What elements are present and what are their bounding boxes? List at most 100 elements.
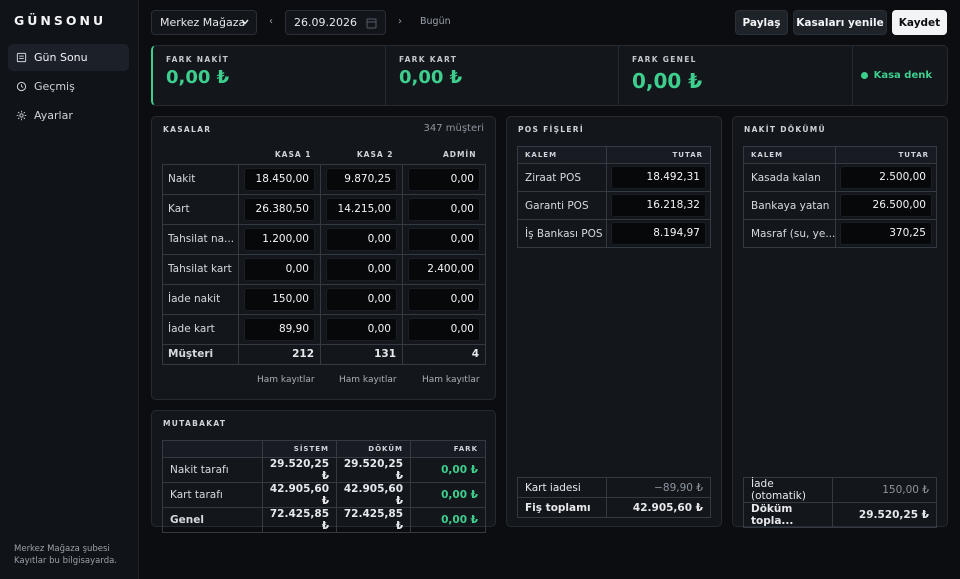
register-row: Kart 26.380,50 14.215,00 0,00: [162, 193, 486, 225]
cash-refund-value: 150,00 ₺: [832, 477, 937, 503]
pos-total-row: Fiş toplamı 42.905,60 ₺: [517, 497, 711, 518]
amount-input[interactable]: 26.500,00: [840, 194, 932, 217]
column-header: KASA 2: [356, 150, 394, 160]
amount-input[interactable]: 150,00: [244, 287, 315, 311]
register-cell: 0,00: [402, 283, 486, 315]
amount-input[interactable]: 0,00: [408, 317, 480, 341]
register-row: Tahsilat kart 0,00 0,00 2.400,00: [162, 253, 486, 285]
pos-total-value: 42.905,60 ₺: [606, 497, 711, 518]
cash-row-cell: 2.500,00: [835, 163, 937, 192]
branch-select[interactable]: Merkez Mağaza: [151, 10, 257, 35]
register-cell: 0,00: [402, 163, 486, 195]
amount-input[interactable]: 2.500,00: [840, 166, 932, 189]
register-row-label: İade kart: [162, 313, 239, 345]
customers-label: Müşteri: [162, 343, 239, 365]
cash-row-cell: 370,25: [835, 219, 937, 248]
amount-input[interactable]: 26.380,50: [244, 197, 315, 221]
amount-input[interactable]: 0,00: [408, 197, 480, 221]
today-button[interactable]: Bugün: [420, 16, 451, 27]
cash-row: Bankaya yatan 26.500,00: [742, 191, 937, 220]
difference-value: 0,00 ₺: [410, 507, 486, 533]
amount-input[interactable]: 18.492,31: [611, 166, 706, 189]
column-header: KASA 1: [274, 150, 312, 160]
register-cell: 9.870,25: [320, 163, 403, 195]
reconciliation-label: Nakit tarafı: [162, 457, 263, 483]
registers-header-row: KASA 1 KASA 2 ADMİN: [163, 146, 486, 164]
system-value: 72.425,85 ₺: [262, 507, 337, 533]
cash-totals: İade (otomatik) 150,00 ₺ Döküm topla... …: [743, 477, 937, 528]
cash-header-row: KALEM TUTAR: [742, 146, 937, 164]
sidebar-item-label: Geçmiş: [34, 80, 75, 93]
register-cell: 89,90: [238, 313, 321, 345]
raw-records-link-kasa2[interactable]: Ham kayıtlar: [339, 375, 397, 385]
count-value: 42.905,60 ₺: [336, 482, 411, 508]
calendar-icon[interactable]: [366, 17, 377, 29]
amount-input[interactable]: 370,25: [840, 222, 932, 245]
count-value: 29.520,25 ₺: [336, 457, 411, 483]
cash-row-label: Kasada kalan: [742, 163, 837, 192]
amount-input[interactable]: 89,90: [244, 317, 315, 341]
register-cell: 18.450,00: [238, 163, 321, 195]
chevron-down-icon: [241, 19, 249, 25]
amount-input[interactable]: 8.194,97: [611, 222, 706, 245]
reconciliation-table: SİSTEM DÖKÜM FARK Nakit tarafı 29.520,25 …: [162, 440, 486, 533]
cash-difference-value: 0,00 ₺: [166, 67, 230, 88]
card-difference-label: FARK KART: [399, 55, 458, 64]
amount-input[interactable]: 0,00: [408, 167, 480, 191]
amount-input[interactable]: 1.200,00: [244, 227, 315, 251]
customers-row: Müşteri 212 131 4: [162, 343, 486, 365]
reconciliation-row: Nakit tarafı 29.520,25 ₺ 29.520,25 ₺ 0,00 ₺: [162, 457, 486, 483]
amount-input[interactable]: 0,00: [326, 227, 397, 251]
register-row-label: Tahsilat kart: [162, 253, 239, 285]
sidebar-item-ayarlar[interactable]: Ayarlar: [8, 102, 129, 129]
sidebar-footer: Merkez Mağaza şubesi Kayıtlar bu bilgisa…: [14, 543, 117, 567]
save-button[interactable]: Kaydet: [892, 10, 947, 35]
raw-records-link-kasa1[interactable]: Ham kayıtlar: [257, 375, 315, 385]
pos-total-label: Fiş toplamı: [517, 497, 607, 518]
count-value: 72.425,85 ₺: [336, 507, 411, 533]
column-header: TUTAR: [606, 146, 711, 164]
share-button[interactable]: Paylaş: [735, 10, 788, 35]
amount-input[interactable]: 0,00: [326, 287, 397, 311]
register-cell: 1.200,00: [238, 223, 321, 255]
pos-refund-label: Kart iadesi: [517, 477, 607, 498]
prev-day-button[interactable]: ‹: [269, 16, 273, 27]
register-row: Nakit 18.450,00 9.870,25 0,00: [162, 163, 486, 195]
pos-totals: Kart iadesi −89,90 ₺ Fiş toplamı 42.905,…: [517, 477, 711, 518]
column-header: TUTAR: [835, 146, 937, 164]
amount-input[interactable]: 16.218,32: [611, 194, 706, 217]
pos-row-cell: 16.218,32: [606, 191, 711, 220]
gear-icon: [16, 110, 27, 121]
difference-summary: FARK NAKİT 0,00 ₺ FARK KART 0,00 ₺ FARK …: [151, 45, 948, 106]
register-row-label: Tahsilat na...: [162, 223, 239, 255]
register-cell: 0,00: [320, 313, 403, 345]
next-day-button[interactable]: ›: [398, 16, 402, 27]
sidebar-item-gun-sonu[interactable]: Gün Sonu: [8, 44, 129, 71]
customers-value: 4: [402, 343, 486, 365]
amount-input[interactable]: 9.870,25: [326, 167, 397, 191]
register-cell: 150,00: [238, 283, 321, 315]
cash-difference-label: FARK NAKİT: [166, 55, 230, 64]
cash-row-label: Bankaya yatan: [742, 191, 837, 220]
amount-input[interactable]: 0,00: [408, 287, 480, 311]
amount-input[interactable]: 0,00: [326, 317, 397, 341]
difference-value: 0,00 ₺: [410, 457, 486, 483]
date-input[interactable]: 26.09.2026: [285, 10, 386, 35]
cash-total-label: Döküm topla...: [743, 502, 833, 528]
raw-records-link-admin[interactable]: Ham kayıtlar: [422, 375, 480, 385]
amount-input[interactable]: 0,00: [408, 227, 480, 251]
pos-row: İş Bankası POS 8.194,97: [517, 219, 711, 248]
amount-input[interactable]: 14.215,00: [326, 197, 397, 221]
register-row: İade nakit 150,00 0,00 0,00: [162, 283, 486, 315]
register-cell: 14.215,00: [320, 193, 403, 225]
sidebar-item-gecmis[interactable]: Geçmiş: [8, 73, 129, 100]
refresh-registers-button[interactable]: Kasaları yenile: [793, 10, 887, 35]
amount-input[interactable]: 0,00: [326, 257, 397, 281]
amount-input[interactable]: 18.450,00: [244, 167, 315, 191]
amount-input[interactable]: 0,00: [244, 257, 315, 281]
amount-input[interactable]: 2.400,00: [408, 257, 480, 281]
cash-table: KALEM TUTAR Kasada kalan 2.500,00 Bankaya …: [742, 146, 937, 248]
customer-count: 347 müşteri: [423, 123, 484, 134]
registers-title: KASALAR: [163, 125, 212, 134]
register-cell: 2.400,00: [402, 253, 486, 285]
